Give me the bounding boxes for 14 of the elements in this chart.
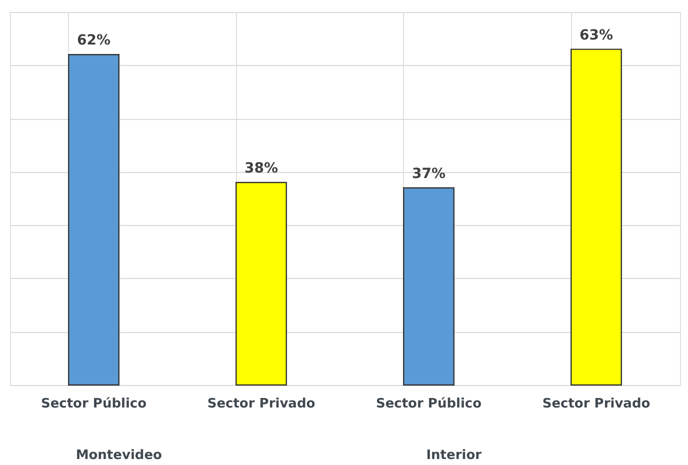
bar bbox=[68, 54, 120, 386]
text: Montevideo bbox=[76, 448, 162, 463]
bar bbox=[403, 187, 454, 386]
data-label: 37% bbox=[412, 166, 446, 182]
data-label: 38% bbox=[244, 160, 278, 177]
x-tick-label: Sector Público bbox=[40, 396, 147, 412]
bar bbox=[570, 48, 622, 386]
x-tick-label: Sector Privado bbox=[207, 396, 316, 412]
data-label: 62% bbox=[76, 32, 111, 49]
data-label: 63% bbox=[579, 27, 614, 44]
text: Interior bbox=[426, 448, 482, 463]
x-tick-label: Sector Privado bbox=[542, 396, 650, 412]
x-tick-label: Sector Público bbox=[376, 396, 482, 412]
bar bbox=[236, 182, 287, 386]
